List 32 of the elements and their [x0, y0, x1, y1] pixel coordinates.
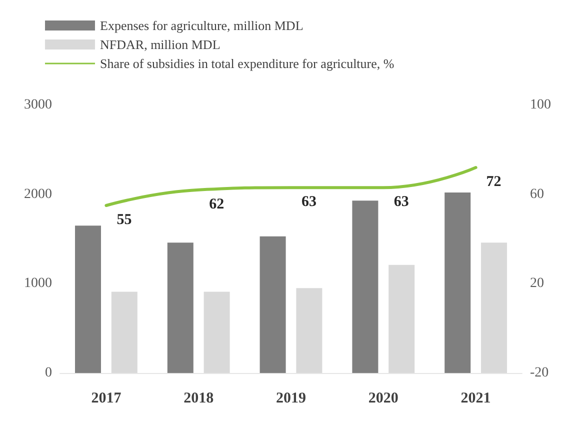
data-label: 63	[302, 194, 316, 210]
x-tick-label: 2021	[460, 390, 491, 406]
y2-tick-label: 60	[530, 186, 544, 202]
bar	[204, 292, 230, 373]
x-tick-label: 2017	[91, 390, 122, 406]
y-tick-label: 3000	[24, 98, 52, 112]
legend-label: Expenses for agriculture, million MDL	[100, 18, 304, 33]
x-tick-label: 2019	[276, 390, 306, 406]
legend-label: NFDAR, million MDL	[100, 37, 220, 52]
bar	[75, 226, 101, 373]
bar	[167, 242, 194, 373]
data-label: 63	[394, 194, 409, 210]
y-tick-label: 0	[45, 366, 52, 380]
legend-label: Share of subsidies in total expenditure for agriculture, %	[100, 56, 394, 71]
bar	[444, 192, 471, 373]
x-tick-label: 2020	[368, 390, 398, 406]
x-tick-label: 2018	[184, 390, 214, 406]
bar	[111, 292, 138, 373]
y2-tick-label: 100	[530, 98, 551, 112]
bar	[481, 242, 507, 373]
bar	[352, 200, 378, 373]
y-tick-label: 2000	[24, 186, 52, 202]
bar	[388, 264, 415, 373]
data-label: 72	[486, 174, 502, 190]
data-label: 62	[209, 196, 224, 212]
bar	[296, 288, 322, 373]
y-tick-label: 1000	[24, 276, 52, 292]
data-label: 55	[116, 212, 132, 228]
bar	[260, 236, 286, 373]
line-series	[104, 166, 478, 207]
y2-tick-label: -20	[530, 366, 549, 380]
y2-tick-label: 20	[530, 276, 544, 292]
